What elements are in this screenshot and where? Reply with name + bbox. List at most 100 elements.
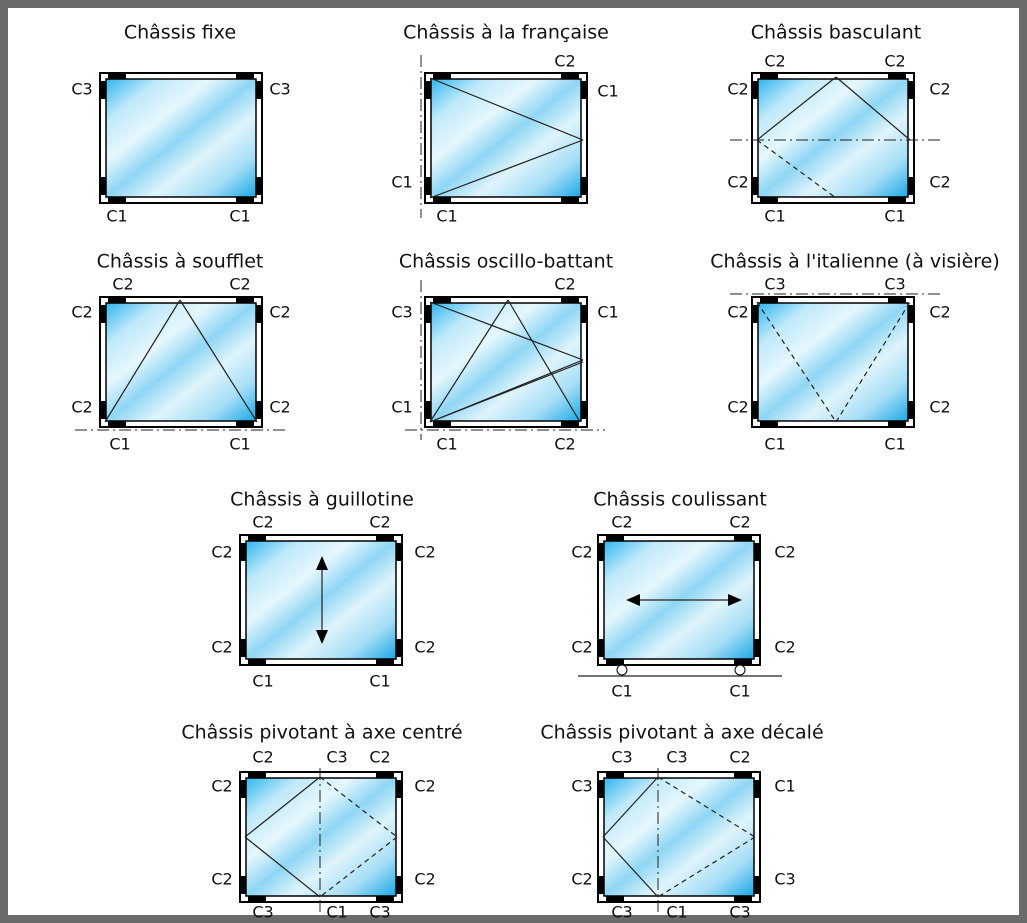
corner-label: C1	[666, 903, 687, 922]
frame-block	[376, 535, 394, 541]
frame-block	[752, 305, 758, 323]
diagram-title: Châssis à guillotine	[230, 489, 414, 511]
opening-line-dashed	[319, 836, 398, 898]
corner-label: C2	[229, 275, 250, 294]
window-glass	[757, 78, 909, 198]
frame-block	[376, 659, 394, 665]
corner-label: C2	[71, 398, 92, 417]
diagram-title: Châssis basculant	[751, 22, 921, 44]
corner-label: C2	[369, 513, 390, 532]
frame-block	[734, 535, 752, 541]
frame-block	[581, 177, 587, 195]
corner-label: C1	[252, 672, 273, 691]
frame-block	[908, 81, 914, 99]
frame-block	[760, 73, 778, 79]
frame-block	[396, 639, 402, 657]
frame-block	[433, 197, 451, 203]
window-glass	[245, 777, 397, 897]
opening-line	[429, 361, 584, 423]
frame-block	[888, 73, 906, 79]
window-glass	[105, 302, 257, 422]
corner-label: C2	[71, 303, 92, 322]
opening-line	[244, 836, 321, 898]
frame-block	[606, 896, 624, 902]
window-glass	[757, 302, 909, 422]
frame-block	[396, 876, 402, 894]
corner-label: C1	[611, 682, 632, 701]
corner-label: C2	[269, 398, 290, 417]
frame-block	[240, 543, 246, 561]
frame-block	[248, 772, 266, 778]
corner-label: C3	[252, 903, 273, 922]
corner-label: C2	[764, 52, 785, 71]
corner-label: C2	[369, 748, 390, 767]
corner-label: C2	[414, 870, 435, 889]
frame-block	[256, 177, 262, 195]
frame-block	[606, 535, 624, 541]
opening-line	[429, 77, 584, 141]
corner-label: C3	[764, 275, 785, 294]
corner-label: C1	[229, 207, 250, 226]
opening-line	[602, 776, 659, 838]
corner-label: C2	[554, 435, 575, 454]
frame-block	[908, 177, 914, 195]
corner-label: C1	[391, 398, 412, 417]
corner-label: C2	[571, 870, 592, 889]
diagram-title: Châssis fixe	[124, 22, 236, 44]
corner-label: C2	[554, 275, 575, 294]
frame-block	[606, 772, 624, 778]
frame-block	[734, 659, 752, 665]
frame-block	[888, 421, 906, 427]
corner-label: C2	[727, 80, 748, 99]
frame-block	[433, 297, 451, 303]
window-glass	[603, 777, 755, 897]
opening-line	[835, 76, 911, 141]
window-glass	[105, 78, 257, 198]
frame-block	[248, 535, 266, 541]
corner-label: C2	[252, 748, 273, 767]
corner-label: C1	[764, 435, 785, 454]
frame-block	[752, 177, 758, 195]
arrow-head	[626, 594, 742, 606]
diagram-title: Châssis oscillo-battant	[399, 251, 613, 273]
corner-label: C2	[727, 398, 748, 417]
frame-block	[561, 197, 579, 203]
opening-line	[429, 301, 584, 361]
opening-line-dashed	[319, 776, 398, 838]
frame-block	[108, 73, 126, 79]
frame-block	[581, 401, 587, 419]
diagram-title: Châssis à la française	[403, 22, 609, 44]
corner-label: C1	[764, 207, 785, 226]
corner-label: C1	[884, 435, 905, 454]
corner-label: C2	[571, 543, 592, 562]
corner-label: C2	[211, 870, 232, 889]
frame-block	[425, 81, 431, 99]
corner-label: C2	[774, 543, 795, 562]
corner-label: C1	[729, 682, 750, 701]
frame-block	[100, 305, 106, 323]
frame-block	[598, 639, 604, 657]
opening-line-dashed	[835, 301, 911, 423]
corner-label: C2	[414, 777, 435, 796]
frame-block	[581, 305, 587, 323]
frame-block	[376, 896, 394, 902]
corner-label: C2	[884, 52, 905, 71]
corner-label: C3	[571, 777, 592, 796]
corner-label: C1	[884, 207, 905, 226]
frame-block	[236, 197, 254, 203]
opening-line	[179, 299, 258, 423]
opening-line-dashed	[756, 139, 837, 199]
frame-block	[376, 772, 394, 778]
corner-label: C3	[774, 870, 795, 889]
frame-block	[734, 772, 752, 778]
frame-block	[888, 197, 906, 203]
frame-block	[561, 421, 579, 427]
corner-label: C2	[727, 173, 748, 192]
window-glass	[430, 302, 582, 422]
corner-label: C2	[929, 303, 950, 322]
frame-block	[760, 297, 778, 303]
frame-block	[752, 81, 758, 99]
frame-block	[108, 421, 126, 427]
corner-label: C3	[884, 275, 905, 294]
